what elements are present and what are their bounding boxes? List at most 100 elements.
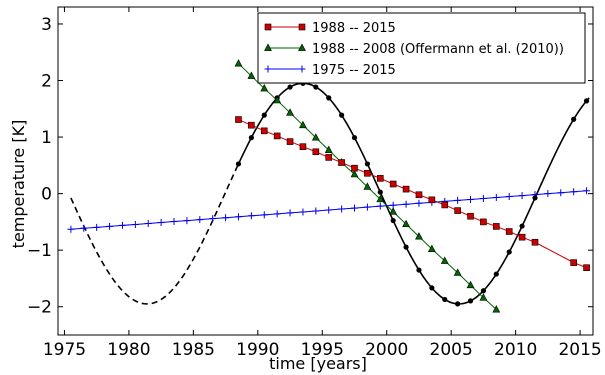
series-1988-2015-point [454,207,461,214]
series-1988-2008-point [363,182,372,190]
series-1988-2015-point [428,196,436,204]
fit-curve-point [442,296,448,303]
fit-curve-point [287,84,293,90]
series-1975-2015-point [131,220,139,228]
series-1975-2015-point [299,208,307,216]
x-tick-label: 1975 [43,340,86,360]
series-1988-2008-point [402,219,410,228]
fit-curve-point [532,195,538,201]
fit-curve-point [390,217,396,224]
fit-curve-point [480,288,487,294]
series-1975-2015-point [118,221,126,229]
series-1988-2008-point [299,120,307,129]
legend-marker [264,23,272,31]
series-1975-2015-point [415,199,423,207]
fit-curve-point [261,112,267,118]
series-1975-2015-point [351,204,359,212]
series-1988-2008-point [286,108,294,116]
series-1988-2015-point [402,185,410,193]
series-1988-2008-point [376,194,385,203]
series-1975-2015-point [557,189,565,197]
x-tick-label: 1995 [301,340,344,360]
series-1988-2008-point [479,293,488,301]
series-1988-2008-point [260,83,269,92]
series-1988-2015-point [364,169,371,177]
fit-curve-point [467,298,474,304]
series-1988-2015-point [325,154,333,161]
fit-curve-point [416,267,422,273]
series-1975-2015-point [234,213,242,221]
series-1975-2015-point [106,222,114,230]
series-1975-2015-point [325,206,333,214]
series-1988-2015-point [351,164,358,172]
series-1988-2015-point [480,218,487,226]
fit-curve-point [493,271,499,277]
series-1988-2008-point [427,244,436,252]
fit-curve-point [403,244,409,250]
fit-curve-point [571,116,577,122]
series-1988-2008-point [247,71,256,79]
series-1975-2015-point [196,216,204,224]
series-1988-2008-point [453,268,462,276]
series-1988-2015-point [518,233,526,241]
series-1975-2015-point [93,223,101,231]
series-1975-2015-point [273,210,281,218]
series-1975-2015-point [583,187,591,195]
series-1975-2015-point [144,219,152,227]
series-1975-2015-point [544,190,552,198]
fit-curve-point [506,249,512,255]
series-1975-2015-point [402,200,410,208]
fit-curve-point [519,223,525,229]
legend-marker [264,65,272,73]
series-1988-2008-point [273,95,282,104]
series-1975-2015-point [570,188,578,196]
series-1988-2015-point [260,127,268,135]
series-1988-2015-point [583,264,590,272]
series-1988-2008-point [324,145,333,153]
y-tick-label: −2 [27,298,52,318]
series-1975-2015-point [505,193,513,201]
y-tick-label: 3 [41,15,52,35]
legend: 1988 -- 2015 1988 -- 2008 (Offermann et a… [257,12,586,84]
plot-border [57,6,594,336]
series-1988-2015-point [312,148,320,156]
series-1975-2015-point [479,194,487,202]
y-tick-label: 1 [41,128,52,148]
fit-curve-point [235,161,242,167]
legend-entry-1988-2008: 1988 -- 2008 (Offermann et al. (2010)) [264,42,564,57]
x-tick-label: 1980 [107,340,150,360]
fit-curve-point [339,112,345,118]
series-1988-2015-point [493,223,500,230]
x-tick-label: 2010 [494,340,537,360]
x-tick-label: 2005 [430,340,473,360]
plot-marks [67,59,591,313]
series-1975-2015-point [183,217,191,225]
series-1975-2015-point [286,209,294,217]
series-1975-2015-point [454,196,462,204]
series-1988-2008-point [440,256,449,264]
series-1975-2015-point [80,224,88,232]
series-1988-2008-point [415,232,423,240]
fit-curve-point [455,301,461,307]
legend-marker [298,23,306,31]
fit-curve-point [326,95,332,101]
axis-ticks: 1975 1980 1985 1990 1995 2000 2005 2010 2015 −2 −1… [27,7,602,360]
series-1988-2015-point [248,121,255,129]
series-1988-2008-point [311,133,320,141]
legend-marker [264,43,272,51]
series-1988-2015-point [441,201,449,209]
series-1988-2015-point [299,143,307,150]
x-tick-label: 1990 [236,340,279,360]
series-1975-2015-point [247,212,255,220]
series-1975-2015-point [467,195,475,203]
series-1975-2015-point [67,225,75,233]
series-1975-2015-point [157,219,165,227]
series-1975-2015-point [363,203,371,211]
fit-curve-dashed [70,163,240,305]
legend-entry-1988-2015: 1988 -- 2015 [264,21,396,36]
fit-curve-point [429,285,435,291]
fit-curve-point [351,135,358,141]
fit-curve [237,82,590,305]
series-1988-2015-point [505,228,513,235]
